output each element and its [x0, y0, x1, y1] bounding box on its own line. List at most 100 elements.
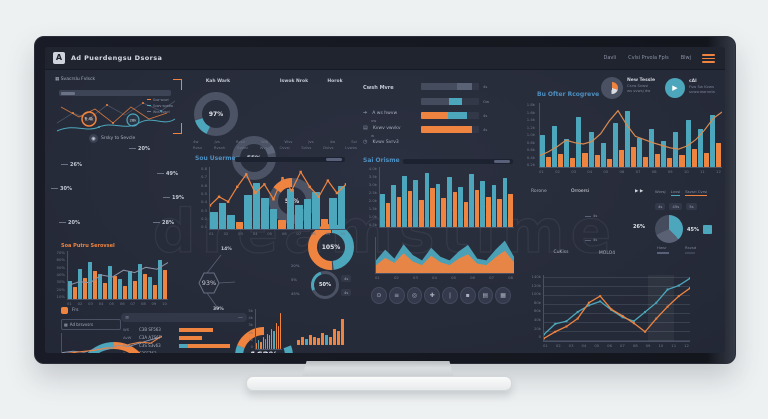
- donut-sublabel: Wvs: [284, 139, 293, 144]
- donut-sublabels-top: 4w Jvs Rvsv W4j Wvs Jvs 4w Svl: [193, 140, 357, 144]
- table-row[interactable]: WS C3B SF563: [121, 327, 241, 334]
- bar-segment: [447, 112, 468, 119]
- bar: [337, 331, 340, 345]
- bar: [83, 277, 87, 299]
- bar: [278, 220, 286, 229]
- map-search-bar[interactable]: [59, 90, 171, 96]
- bar: [552, 126, 558, 167]
- bar: [138, 264, 142, 299]
- tool-icon-button[interactable]: ✚: [424, 287, 440, 304]
- x-tick: 05: [451, 275, 456, 280]
- donut-sublabel: Rvsv: [235, 139, 246, 144]
- nav-item[interactable]: Cvlsi Prvola Fpls: [628, 55, 669, 61]
- tab-orroersi[interactable]: Orroersi: [571, 189, 590, 194]
- legend-item[interactable]: Wvrsj: [655, 189, 666, 194]
- bar: [435, 183, 441, 227]
- info-badge[interactable]: ◉ Srsky to Sevcle: [89, 134, 135, 143]
- y-tick: 0.6k: [526, 147, 535, 153]
- nav-item[interactable]: Blwj: [680, 55, 691, 61]
- y-tick: 1.8k: [526, 102, 535, 107]
- play-button[interactable]: ▶: [665, 78, 685, 98]
- x-tick: 06: [619, 169, 625, 174]
- bar: [295, 205, 303, 229]
- ring-svg: [235, 327, 293, 353]
- y-tick: 60k: [533, 308, 541, 314]
- forward-arrows[interactable]: ▶ ▶: [635, 189, 644, 194]
- x-tick: 05: [267, 231, 273, 236]
- tool-icon-button[interactable]: ≡: [388, 287, 405, 304]
- donut-sublabel: Wvs: [259, 145, 268, 150]
- tool-icon-button[interactable]: ❘: [442, 287, 458, 304]
- bar: [407, 191, 413, 227]
- x-tick: 02: [77, 301, 83, 306]
- sou-y-axis: 0.8 0.7 0.6 0.5 0.4 0.3 0.2 0.1: [193, 167, 207, 229]
- x-tick: 06: [119, 301, 125, 306]
- tool-icon-button[interactable]: ▤: [477, 287, 494, 304]
- y-tick: 1.2k: [526, 124, 535, 130]
- bar: [329, 336, 332, 345]
- bar: [68, 280, 72, 299]
- tab-rorone[interactable]: Rorone: [531, 189, 547, 194]
- y-tick: 0: [250, 344, 253, 350]
- tool-icon-button[interactable]: ◎: [406, 287, 423, 304]
- bar: [594, 155, 600, 167]
- stat-chip[interactable]: 5s: [686, 203, 697, 210]
- tool-icon-button[interactable]: ▦: [495, 287, 511, 304]
- y-tick: 0.5k: [368, 222, 377, 228]
- hamburger-menu-icon[interactable]: [702, 54, 715, 63]
- node-widget: 20% 5% 45% 50% 4s 4s: [291, 259, 352, 311]
- y-tick: 2.0k: [368, 198, 377, 204]
- y-tick: 5k: [248, 308, 253, 313]
- x-tick: 01: [67, 301, 72, 306]
- tool-icon-button[interactable]: ⊙: [371, 287, 387, 304]
- mini-chip-button[interactable]: ▦ Ad brsvvsrs: [61, 319, 121, 330]
- y-tick: 3.0k: [368, 182, 377, 188]
- badge-label: Srsky to Sevcle: [101, 136, 136, 141]
- x-tick: 04: [252, 231, 258, 236]
- y-tick: 70%: [56, 250, 65, 255]
- pie-underline-1: [657, 252, 669, 254]
- bar: [153, 284, 157, 299]
- y-tick: 0.4k: [526, 154, 535, 160]
- legend-item[interactable]: Ssvsri Cvrsi: [685, 189, 708, 196]
- kpi-pie-icon: [601, 77, 623, 99]
- table-row[interactable]: SvTu C3S S3v63: [121, 343, 241, 350]
- bar: [691, 149, 697, 167]
- sai-scrollbar[interactable]: [403, 159, 513, 164]
- bar-segment: [421, 112, 448, 119]
- mini-bar-chart: [255, 309, 282, 350]
- cash-item-3[interactable]: ◷ Kvwv Svrv3: [363, 139, 399, 145]
- network-map-panel: ▦ Svacrslu Fvlsck 6.4k 28k Svw wvwl Svwv…: [55, 77, 177, 137]
- corner-bracket-top: [173, 79, 182, 90]
- kpi-2: cAl Fsw Sw Kvws svwsrworvela: [689, 79, 715, 94]
- legend-item[interactable]: Lvvsi: [670, 189, 681, 196]
- bar: [261, 198, 269, 229]
- stat-chip[interactable]: 45s: [669, 203, 683, 210]
- cash-item-2[interactable]: ▤ Kvwv vwvkv w: [363, 125, 401, 138]
- hexagon-node: 93%: [198, 254, 236, 308]
- cash-item-1[interactable]: ➔ A ws hwvw vw: [363, 110, 398, 123]
- tool-icon-button[interactable]: ▪: [459, 287, 476, 304]
- nav-item[interactable]: Davli: [603, 55, 617, 61]
- table-search-bar[interactable]: ≡ —: [121, 313, 247, 322]
- x-tick: 07: [296, 231, 302, 236]
- y-tick: 1.6k: [526, 109, 535, 115]
- bar: [446, 176, 452, 227]
- table-row[interactable]: AvW C3A A7S6F: [121, 335, 241, 342]
- app-title: Ad Puerdengsu Dsorsa: [71, 54, 163, 62]
- bar-segment: [179, 336, 203, 340]
- bar: [341, 318, 344, 345]
- pie-label-1: Hwsr: [657, 245, 667, 250]
- bar: [502, 177, 508, 227]
- table-row[interactable]: SgwS3FS763: [121, 351, 241, 353]
- bar: [661, 141, 667, 167]
- x-tick: 04: [581, 343, 587, 348]
- node-ring: 50%: [311, 271, 339, 299]
- donut-sublabel: Jvs: [308, 139, 314, 144]
- y-tick: 0.4: [200, 199, 207, 205]
- node-label-3: 45%: [291, 291, 300, 296]
- stat-chip[interactable]: 4s: [655, 203, 666, 210]
- sou-scrollbar[interactable]: [235, 157, 345, 162]
- br-x-axis: 01 02 03 04 05 06 07 08 09 10 11 12: [543, 344, 689, 348]
- x-tick: 02: [555, 169, 560, 174]
